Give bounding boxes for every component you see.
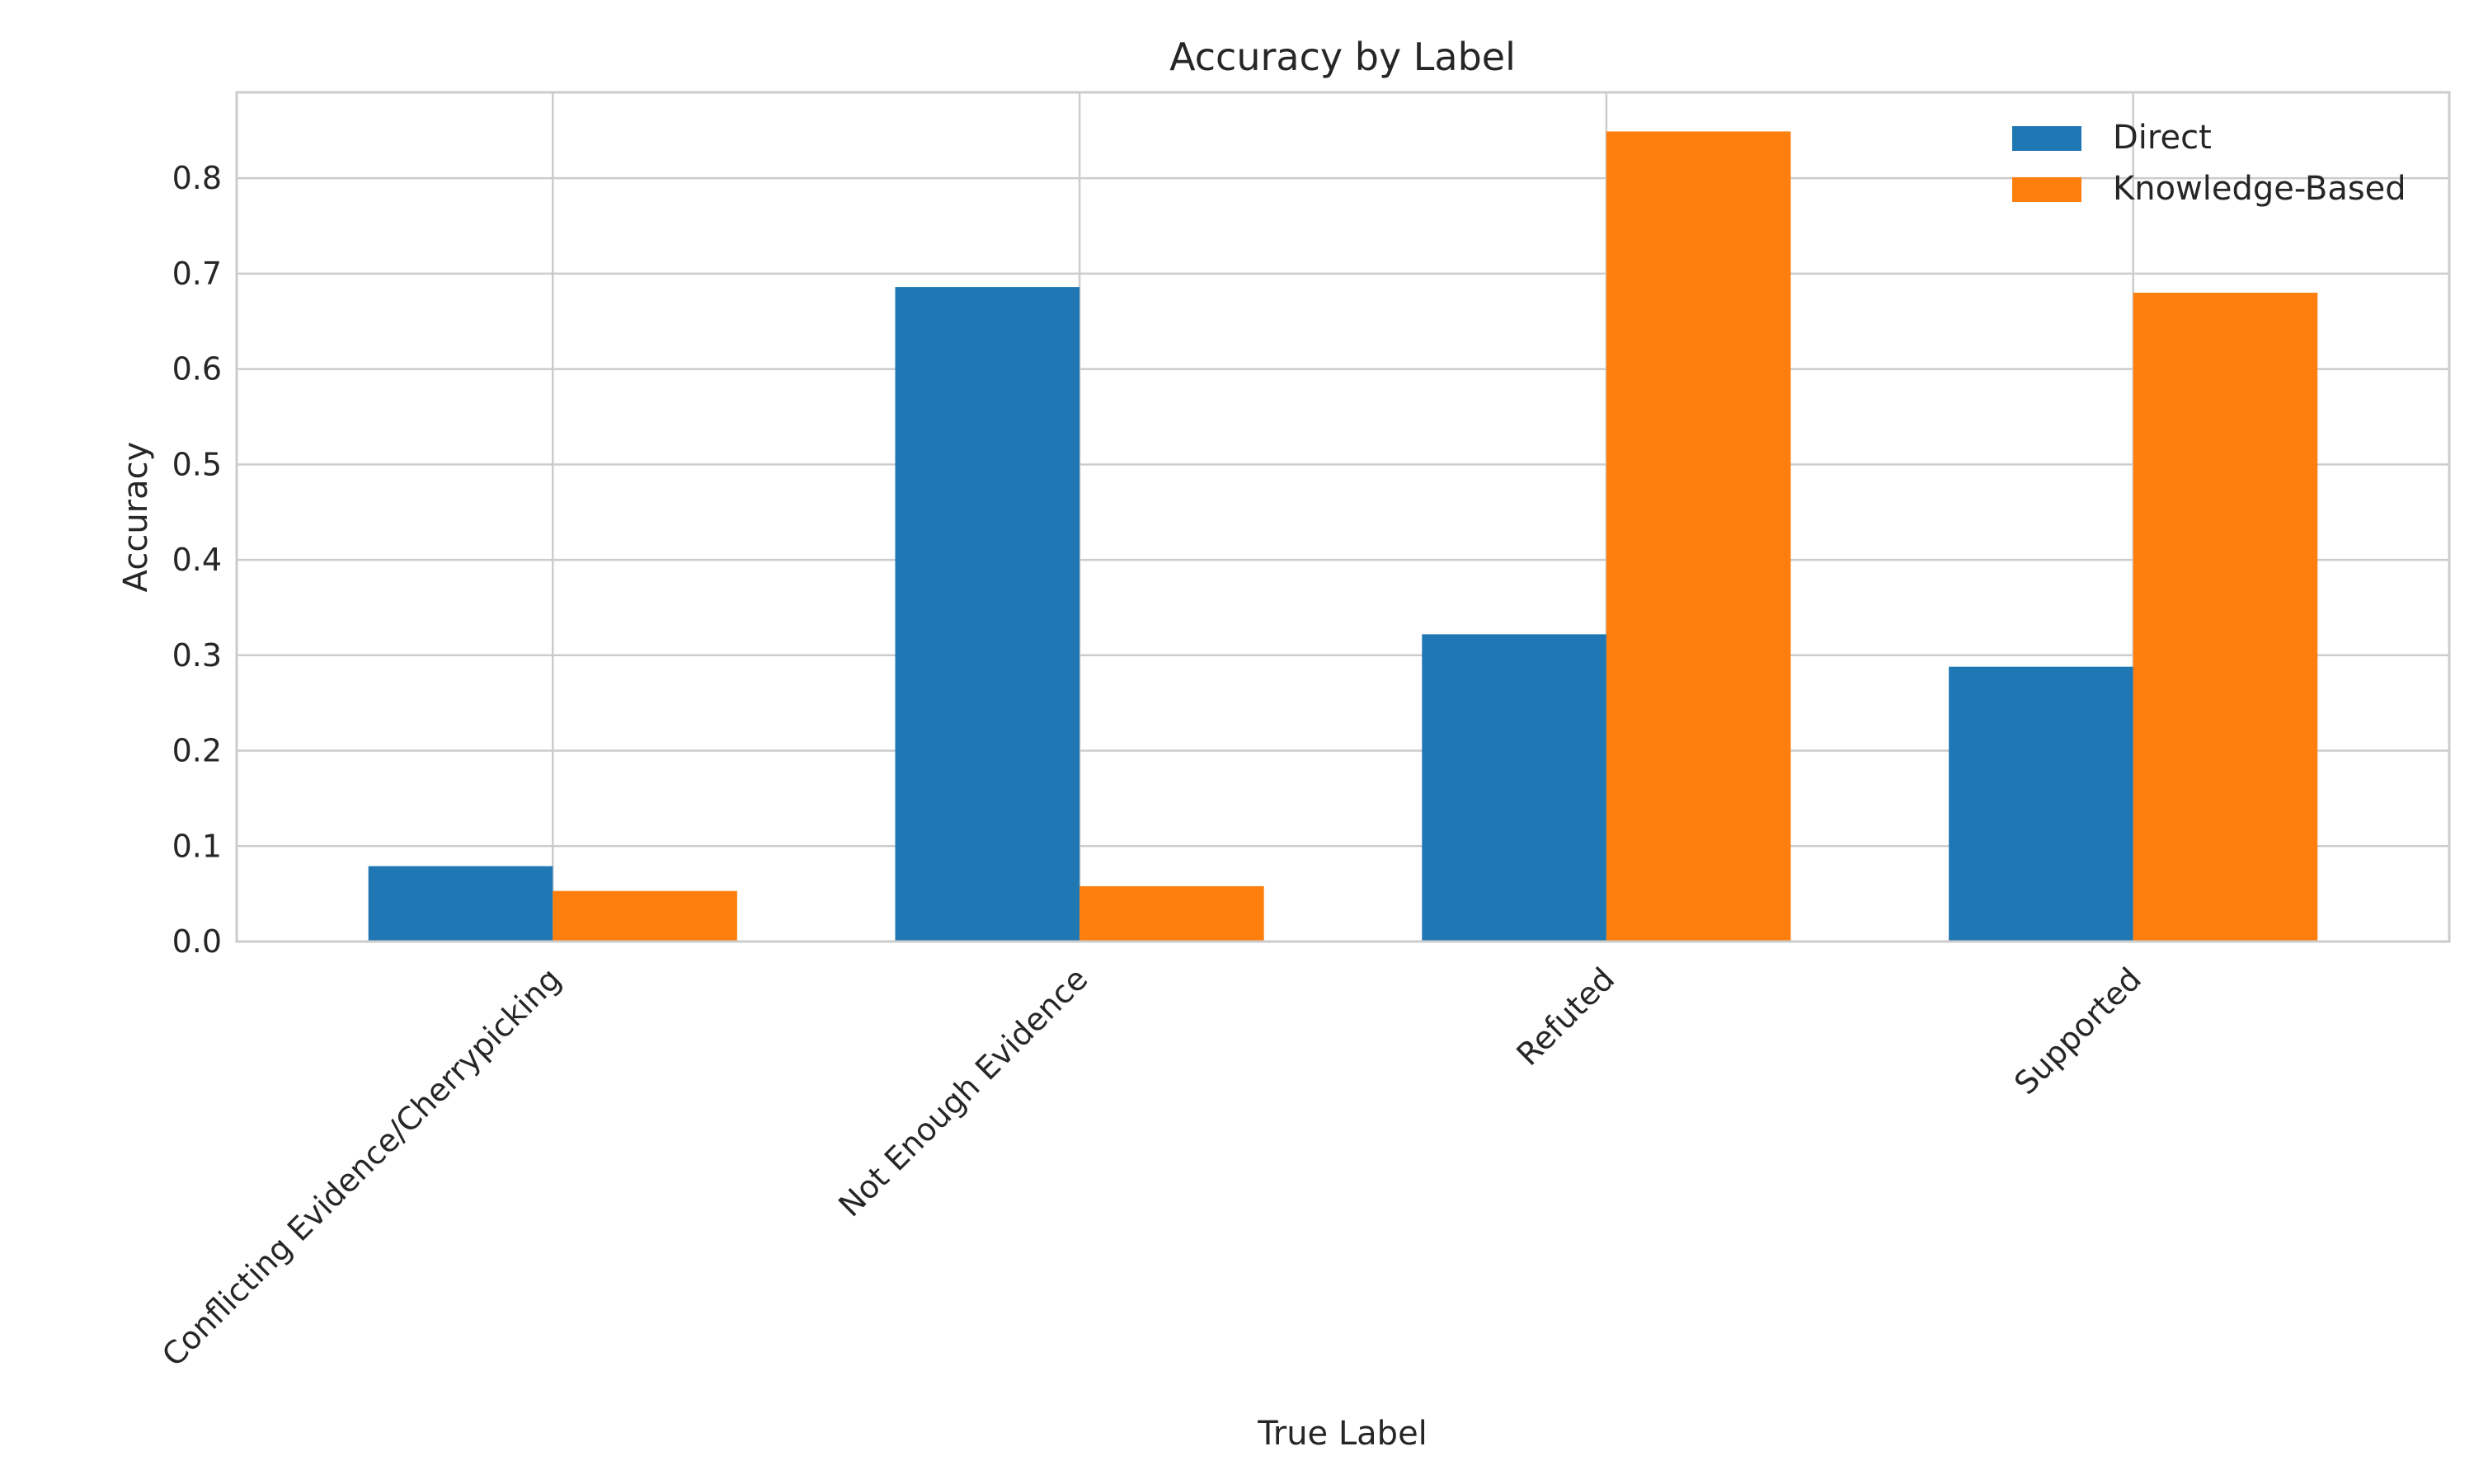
bars-layer — [368, 131, 2318, 942]
y-axis-label: Accuracy — [117, 442, 155, 593]
y-tick-label: 0.8 — [172, 160, 222, 196]
y-tick-label: 0.7 — [172, 256, 222, 292]
y-tick-label: 0.0 — [172, 923, 222, 960]
bar-direct-3 — [1949, 666, 2133, 942]
bar-knowledge-based-1 — [1079, 885, 1264, 942]
y-tick-label: 0.1 — [172, 828, 222, 864]
y-tick-label: 0.3 — [172, 637, 222, 674]
chart-title: Accuracy by Label — [1169, 35, 1516, 79]
x-axis-label: True Label — [1257, 1415, 1427, 1453]
legend-label: Knowledge-Based — [2113, 170, 2406, 208]
bar-direct-1 — [895, 287, 1080, 942]
y-tick-label: 0.5 — [172, 446, 222, 482]
bar-knowledge-based-2 — [1606, 131, 1791, 942]
plot-frame — [235, 91, 2451, 943]
bar-knowledge-based-0 — [553, 890, 737, 942]
legend-swatch — [2012, 126, 2081, 151]
bar-direct-0 — [368, 866, 553, 942]
legend: Direct Knowledge-Based — [2012, 119, 2406, 208]
legend-label: Direct — [2113, 119, 2212, 157]
y-tick-label: 0.6 — [172, 351, 222, 387]
y-tick-label: 0.4 — [172, 542, 222, 578]
y-tick-label: 0.2 — [172, 733, 222, 769]
bar-direct-2 — [1422, 634, 1606, 942]
bar-knowledge-based-3 — [2133, 293, 2318, 942]
legend-swatch — [2012, 177, 2081, 202]
